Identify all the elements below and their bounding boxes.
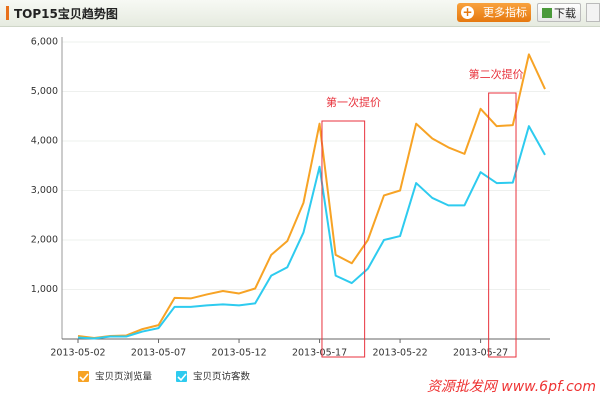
- x-tick-label: 2013-05-27: [453, 348, 508, 359]
- header-title: TOP15宝贝趋势图: [14, 7, 118, 21]
- x-tick-label: 2013-05-17: [292, 348, 347, 359]
- x-tick-label: 2013-05-02: [50, 348, 105, 359]
- more-button[interactable]: + 更多指标: [457, 3, 531, 22]
- series-line: [77, 125, 546, 340]
- annotation-box: [488, 92, 517, 358]
- annotation: 第一次提价: [326, 95, 381, 109]
- download-button[interactable]: 下载: [537, 3, 581, 22]
- y-tick-label: 6,000: [31, 37, 58, 48]
- legend-label: 宝贝页浏览量: [95, 371, 153, 383]
- header: TOP15宝贝趋势图 + 更多指标 下载: [0, 0, 600, 27]
- legend-swatch: [176, 371, 187, 382]
- y-tick-label: 3,000: [31, 185, 58, 196]
- annotation-box: [321, 120, 366, 358]
- y-tick-label: 1,000: [31, 284, 58, 295]
- more-button-label: 更多指标: [483, 6, 527, 19]
- x-tick-label: 2013-05-12: [211, 348, 266, 359]
- print-button[interactable]: [586, 3, 600, 22]
- y-tick-label: 5,000: [31, 86, 58, 97]
- legend-check: [79, 373, 89, 382]
- header-accent: [6, 6, 9, 20]
- series-line: [77, 53, 546, 340]
- watermark: 资源批发网 www.6pf.com: [427, 379, 596, 395]
- legend-label: 宝贝页访客数: [193, 371, 251, 383]
- annotation: 第二次提价: [469, 67, 524, 81]
- x-tick-label: 2013-05-22: [372, 348, 427, 359]
- chart: 1,000 2,000 3,000 4,000 5,000 6,000 2013-05-02…: [31, 37, 596, 396]
- legend-swatch: [78, 371, 89, 382]
- legend-check: [177, 373, 187, 382]
- y-tick-label: 4,000: [31, 136, 58, 147]
- y-tick-label: 2,000: [31, 235, 58, 246]
- x-tick-label: 2013-05-07: [131, 348, 186, 359]
- download-label: 下载: [554, 7, 576, 20]
